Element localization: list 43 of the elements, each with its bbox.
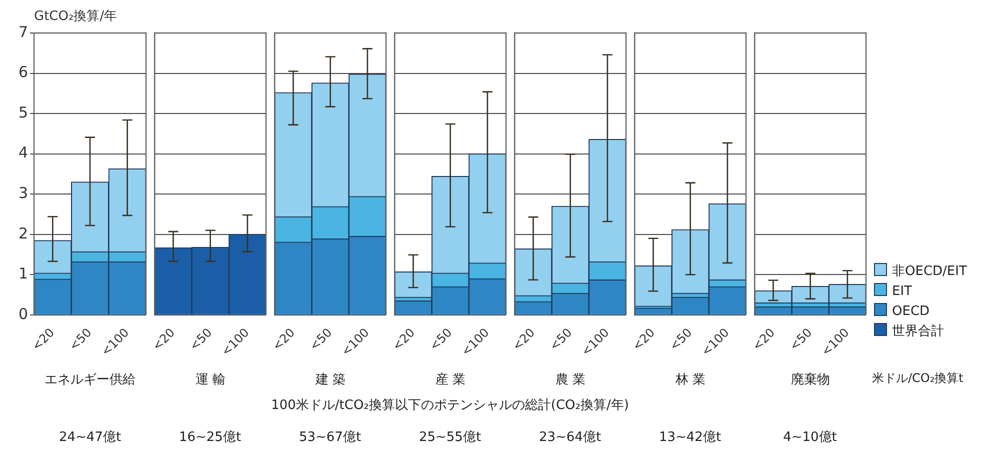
text: 24~47億t — [58, 429, 122, 446]
x-tick-label: <50 — [306, 325, 335, 354]
x-tick-label: <20 — [510, 325, 538, 354]
x-tick-label: <50 — [66, 325, 94, 354]
text: 53~67億t — [298, 429, 362, 446]
legend-label: 世界合計 — [891, 323, 945, 341]
y-tick-label: 3 — [18, 184, 28, 202]
y-tick-label: 0 — [18, 304, 28, 323]
y-tick-label: 6 — [18, 63, 28, 82]
x-tick-label: <20 — [750, 325, 778, 354]
x-tick-label: <20 — [150, 325, 178, 354]
y-tick-label: 2 — [18, 224, 28, 242]
legend-label: OECD — [891, 303, 931, 321]
text: 100米ドル/tCO₂換算以下のポテンシャルの総計(CO₂換算/年) — [271, 397, 629, 414]
x-tick-label: <20 — [29, 325, 57, 354]
x-tick-label: <20 — [630, 325, 658, 354]
x-axis-title: 廃棄物 — [790, 372, 830, 388]
y-axis-title: GtCO₂換算/年 — [34, 9, 118, 24]
text: 25~55億t — [418, 429, 482, 446]
y-tick-label: 5 — [18, 103, 28, 122]
x-axis-title: 建 築 — [314, 372, 346, 388]
x-tick-label: <20 — [270, 325, 298, 354]
x-axis-title: 産 業 — [435, 372, 466, 388]
text: 米ドル/CO₂換算t — [872, 370, 964, 387]
x-tick-label: <50 — [666, 325, 695, 354]
text: 16~25億t — [178, 429, 242, 446]
y-tick-label: 1 — [18, 264, 28, 283]
x-tick-label: <50 — [546, 325, 575, 354]
legend-label: EIT — [891, 283, 913, 301]
y-tick-label: 4 — [18, 144, 28, 162]
text: 4~10億t — [783, 429, 837, 446]
x-axis-title: 農 業 — [555, 372, 586, 388]
x-axis-title: 林 業 — [674, 372, 706, 388]
legend-label: 非OECD/EIT — [891, 263, 967, 281]
text: 23~64億t — [538, 429, 602, 446]
x-tick-label: <50 — [186, 325, 215, 354]
x-tick-label: <20 — [390, 325, 418, 354]
x-tick-label: <50 — [786, 325, 815, 354]
x-tick-label: <50 — [426, 325, 455, 354]
x-axis-title: 運 輸 — [195, 372, 226, 388]
text: 13~42億t — [658, 429, 722, 446]
x-axis-title: エネルギー供給 — [44, 372, 136, 388]
y-tick-label: 7 — [18, 22, 28, 41]
